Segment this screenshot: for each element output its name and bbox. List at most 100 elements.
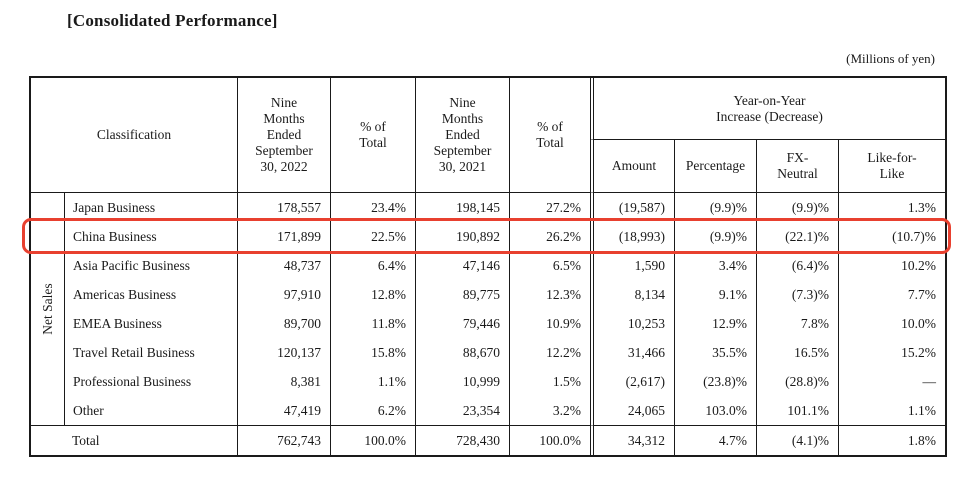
header-row-2: Amount Percentage FX- Neutral Like-for- … <box>31 140 946 193</box>
cell-percentage: 12.9% <box>674 309 756 338</box>
cell-total-lfl: 1.8% <box>838 425 946 455</box>
cell-total-v2022: 762,743 <box>237 425 330 455</box>
cell-p2022: 6.4% <box>330 251 415 280</box>
cell-v2021: 23,354 <box>415 396 509 425</box>
cell-p2022: 1.1% <box>330 367 415 396</box>
cell-v2022: 89,700 <box>237 309 330 338</box>
cell-p2022: 11.8% <box>330 309 415 338</box>
cell-lfl: 15.2% <box>838 338 945 367</box>
table-row: EMEA Business 89,700 11.8% 79,446 10.9% 10,25… <box>31 309 945 338</box>
cell-v2022: 8,381 <box>237 367 330 396</box>
cell-v2021: 198,145 <box>415 193 509 222</box>
header-period-2021: Nine Months Ended September 30, 2021 <box>415 78 509 193</box>
cell-v2021: 10,999 <box>415 367 509 396</box>
table-row: Net Sales Japan Business 178,557 23.4% 198,1… <box>31 193 945 335</box>
cell-v2022: 178,557 <box>237 193 330 222</box>
cell-p2022: 12.8% <box>330 280 415 309</box>
cell-v2021: 89,775 <box>415 280 509 309</box>
cell-fx: (9.9)% <box>756 193 838 222</box>
cell-total-percentage: 4.7% <box>674 425 756 455</box>
cell-amount: 24,065 <box>590 396 674 425</box>
header-pct-total-2021: % of Total <box>509 78 590 193</box>
cell-p2021: 12.3% <box>509 280 590 309</box>
cell-v2022: 120,137 <box>237 338 330 367</box>
cell-lfl: — <box>838 367 945 396</box>
cell-p2022: 6.2% <box>330 396 415 425</box>
cell-p2021: 1.5% <box>509 367 590 396</box>
header-fx-neutral: FX- Neutral <box>756 140 838 193</box>
header-row-1: Classification Nine Months Ended Septemb… <box>31 78 946 193</box>
cell-p2021: 3.2% <box>509 396 590 425</box>
cell-percentage: 3.4% <box>674 251 756 280</box>
cell-label: Asia Pacific Business <box>64 251 237 280</box>
table-row: Americas Business 97,910 12.8% 89,775 12.3% 8… <box>31 280 945 309</box>
header-pct-total-2022: % of Total <box>330 78 415 193</box>
cell-p2021: 12.2% <box>509 338 590 367</box>
table-header: Classification Nine Months Ended Septemb… <box>31 78 946 193</box>
header-yoy-group: Year-on-Year Increase (Decrease) <box>590 78 946 140</box>
cell-fx: (28.8)% <box>756 367 838 396</box>
cell-label: Other <box>64 396 237 425</box>
cell-total-p2022: 100.0% <box>330 425 415 455</box>
cell-amount: 31,466 <box>590 338 674 367</box>
cell-amount: (18,993) <box>590 222 674 251</box>
header-amount: Amount <box>590 140 674 193</box>
cell-percentage: 103.0% <box>674 396 756 425</box>
unit-note: (Millions of yen) <box>846 51 935 66</box>
cell-label: China Business <box>64 222 237 251</box>
cell-lfl: 1.3% <box>838 193 945 222</box>
cell-lfl: 10.0% <box>838 309 945 338</box>
table-row: Travel Retail Business 120,137 15.8% 88,670… <box>31 338 945 367</box>
header-period-2022: Nine Months Ended September 30, 2022 <box>237 78 330 193</box>
page-title: [Consolidated Performance] <box>67 11 278 30</box>
cell-total-v2021: 728,430 <box>415 425 509 455</box>
cell-v2022: 47,419 <box>237 396 330 425</box>
cell-p2021: 10.9% <box>509 309 590 338</box>
cell-fx: 16.5% <box>756 338 838 367</box>
cell-p2021: 27.2% <box>509 193 590 222</box>
cell-p2021: 26.2% <box>509 222 590 251</box>
cell-amount: (2,617) <box>590 367 674 396</box>
cell-total-label: Total <box>31 425 237 455</box>
cell-label: Americas Business <box>64 280 237 309</box>
cell-amount: (19,587) <box>590 193 674 222</box>
table-row: Other 47,419 6.2% 23,354 3.2% 24,065 103.0% 101… <box>31 396 945 425</box>
cell-lfl: (10.7)% <box>838 222 945 251</box>
cell-p2022: 23.4% <box>330 193 415 222</box>
cell-fx: 7.8% <box>756 309 838 338</box>
cell-fx: (7.3)% <box>756 280 838 309</box>
cell-percentage: (9.9)% <box>674 193 756 222</box>
cell-p2022: 15.8% <box>330 338 415 367</box>
total-row: Total 762,743 100.0% 728,430 100.0% 34,3… <box>31 425 946 455</box>
header-classification: Classification <box>31 78 237 193</box>
cell-v2022: 97,910 <box>237 280 330 309</box>
cell-percentage: 35.5% <box>674 338 756 367</box>
cell-fx: (22.1)% <box>756 222 838 251</box>
cell-label: Professional Business <box>64 367 237 396</box>
cell-v2021: 47,146 <box>415 251 509 280</box>
cell-label: EMEA Business <box>64 309 237 338</box>
cell-lfl: 10.2% <box>838 251 945 280</box>
cell-lfl: 7.7% <box>838 280 945 309</box>
cell-percentage: 9.1% <box>674 280 756 309</box>
cell-percentage: (9.9)% <box>674 222 756 251</box>
cell-label: Japan Business <box>64 193 237 222</box>
cell-label: Travel Retail Business <box>64 338 237 367</box>
cell-v2021: 88,670 <box>415 338 509 367</box>
cell-lfl: 1.1% <box>838 396 945 425</box>
header-percentage: Percentage <box>674 140 756 193</box>
table-row: Professional Business 8,381 1.1% 10,999 1.5%… <box>31 367 945 396</box>
table-row: Asia Pacific Business 48,737 6.4% 47,146 6.5… <box>31 251 945 280</box>
table-body: Net Sales Japan Business 178,557 23.4% 198,1… <box>31 193 946 455</box>
consolidated-performance-table: Classification Nine Months Ended Septemb… <box>29 76 948 457</box>
cell-total-p2021: 100.0% <box>509 425 590 455</box>
cell-fx: 101.1% <box>756 396 838 425</box>
cell-p2022: 22.5% <box>330 222 415 251</box>
cell-total-amount: 34,312 <box>590 425 674 455</box>
cell-amount: 8,134 <box>590 280 674 309</box>
cell-total-fx: (4.1)% <box>756 425 838 455</box>
cell-fx: (6.4)% <box>756 251 838 280</box>
cell-amount: 1,590 <box>590 251 674 280</box>
header-like-for-like: Like-for- Like <box>838 140 946 193</box>
